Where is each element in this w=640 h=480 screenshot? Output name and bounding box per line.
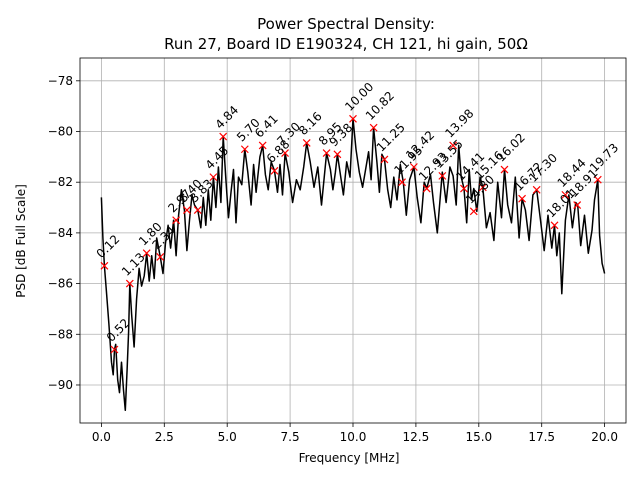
peak-marker (333, 150, 342, 159)
y-tick-label: −82 (48, 175, 73, 189)
y-tick-label: −90 (48, 378, 73, 392)
y-tick-label: −84 (48, 226, 73, 240)
x-tick-label: 17.5 (528, 430, 555, 444)
y-tick-label: −86 (48, 277, 73, 291)
peak-marker (561, 190, 570, 199)
peak-marker (270, 166, 279, 175)
peak-marker (172, 216, 181, 225)
peak-marker (380, 155, 389, 164)
peak-marker (258, 141, 267, 150)
peak-marker (100, 261, 109, 270)
peak-label: 0.12 (94, 232, 123, 261)
plot-area (100, 118, 606, 412)
x-tick-label: 0.0 (92, 430, 111, 444)
y-axis-ticks: −90 −88 −86 −84 −82 −80 −78 (48, 74, 80, 392)
peak-marker (125, 279, 134, 288)
y-axis-label: PSD [dB Full Scale] (14, 184, 28, 298)
y-tick-label: −88 (48, 327, 73, 341)
peak-label: 11.25 (374, 120, 408, 154)
peak-marker (409, 163, 418, 171)
chart-title-line2: Run 27, Board ID E190324, CH 121, hi gai… (164, 35, 528, 53)
x-tick-label: 2.5 (155, 430, 174, 444)
peak-marker (302, 138, 311, 147)
x-tick-label: 10.0 (340, 430, 367, 444)
y-tick-label: −78 (48, 74, 73, 88)
peak-label: 19.73 (587, 141, 621, 175)
x-axis-label: Frequency [MHz] (299, 451, 400, 465)
peak-label: 16.02 (494, 130, 528, 164)
peak-marker (518, 194, 527, 203)
peak-marker (369, 123, 378, 132)
peak-marker (532, 185, 541, 194)
x-tick-label: 20.0 (591, 430, 618, 444)
peak-marker (349, 114, 357, 123)
x-axis-ticks: 0.0 2.5 5.0 7.5 10.0 12.5 15.0 17.5 20.0 (92, 423, 618, 444)
peak-marker (322, 149, 331, 157)
x-tick-label: 15.0 (465, 430, 492, 444)
peak-marker (593, 175, 602, 184)
peak-marker (240, 145, 249, 154)
peak-marker (438, 171, 447, 180)
peak-marker (478, 183, 487, 192)
peak-marker (449, 141, 458, 150)
peak-marker (219, 132, 228, 141)
peak-marker (142, 249, 151, 258)
grid (80, 58, 626, 423)
x-tick-label: 12.5 (403, 430, 430, 444)
peak-marker (469, 207, 478, 216)
peak-marker (422, 184, 431, 193)
peak-marker (550, 221, 559, 230)
peak-marker (500, 165, 509, 174)
peak-label: 13.98 (442, 106, 476, 140)
peak-marker (156, 253, 165, 261)
psd-series-line (100, 118, 606, 412)
peak-marker (183, 206, 191, 215)
x-tick-label: 7.5 (281, 430, 300, 444)
peak-marker (110, 345, 119, 354)
peak-markers (100, 114, 602, 354)
peak-marker (573, 201, 582, 209)
peak-marker (193, 206, 202, 215)
x-tick-label: 5.0 (218, 430, 237, 444)
peak-marker (460, 184, 468, 193)
peak-label: 1.13 (119, 250, 148, 279)
peak-marker (209, 173, 218, 182)
chart-title-line1: Power Spectral Density: (257, 15, 435, 33)
y-tick-label: −80 (48, 125, 73, 139)
peak-marker (281, 149, 289, 157)
peak-marker (398, 178, 406, 187)
